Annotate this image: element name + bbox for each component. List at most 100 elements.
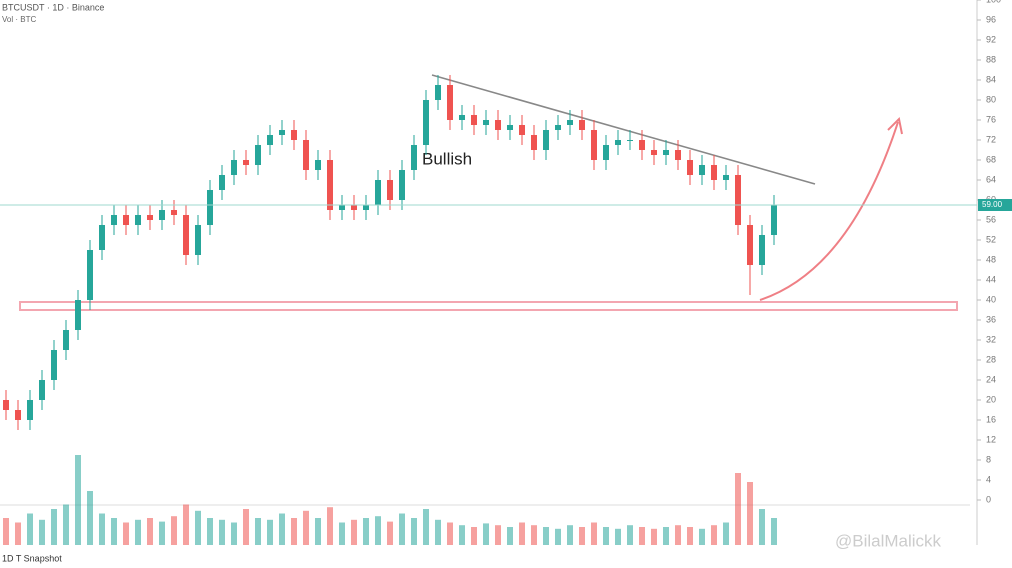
candle-body [531, 135, 537, 150]
y-tick-label: 72 [986, 134, 996, 144]
y-tick-label: 40 [986, 294, 996, 304]
volume-bar [723, 522, 729, 545]
volume-bar [447, 522, 453, 545]
volume-bar [219, 519, 225, 545]
volume-bar [51, 509, 57, 545]
y-tick-label: 92 [986, 34, 996, 44]
y-tick-label: 24 [986, 374, 996, 384]
candle-body [711, 165, 717, 180]
candle-body [579, 120, 585, 130]
y-tick-label: 56 [986, 214, 996, 224]
volume-bar [579, 527, 585, 545]
candle-body [615, 140, 621, 145]
volume-bar [387, 521, 393, 545]
candle-body [339, 205, 345, 210]
volume-bar [291, 518, 297, 545]
arrow-curve [759, 121, 899, 301]
volume-bar [363, 518, 369, 545]
volume-bar [3, 518, 9, 545]
price-tag [978, 199, 1012, 211]
candle-body [207, 190, 213, 225]
volume-bar [423, 509, 429, 545]
volume-bar [471, 527, 477, 545]
candle-body [39, 380, 45, 400]
arrow-head [887, 116, 903, 135]
candle-body [171, 210, 177, 215]
candle-body [771, 205, 777, 235]
volume-bar [591, 522, 597, 545]
candle-body [663, 150, 669, 155]
annotation: Bullish [422, 149, 472, 168]
volume-bar [99, 513, 105, 545]
candle-body [315, 160, 321, 170]
candle-body [195, 225, 201, 255]
candle-body [507, 125, 513, 130]
candle-body [135, 215, 141, 225]
volume-bar [399, 513, 405, 545]
candle-body [123, 215, 129, 225]
candle-body [51, 350, 57, 380]
volume-bar [567, 525, 573, 545]
volume-bar [159, 521, 165, 545]
candle-body [495, 120, 501, 130]
footer: 1D T Snapshot [2, 553, 62, 563]
volume-bar [111, 518, 117, 545]
candle-body [3, 400, 9, 410]
volume-bar [495, 525, 501, 545]
candle-body [363, 205, 369, 210]
y-tick-label: 100 [986, 0, 1001, 4]
candle-body [63, 330, 69, 350]
candle-body [483, 120, 489, 125]
volume-bar [687, 527, 693, 545]
candle-body [411, 145, 417, 170]
candle-body [675, 150, 681, 160]
candle-body [267, 135, 273, 145]
candle-body [183, 215, 189, 255]
y-tick-label: 0 [986, 494, 991, 504]
volume-bar [375, 516, 381, 545]
volume-bar [243, 509, 249, 545]
volume-bar [135, 519, 141, 545]
candle-body [603, 145, 609, 160]
candle-body [567, 120, 573, 125]
y-tick-label: 16 [986, 414, 996, 424]
candle-body [231, 160, 237, 175]
volume-bar [531, 525, 537, 545]
y-tick-label: 64 [986, 174, 996, 184]
volume-bar [603, 527, 609, 545]
y-tick-label: 88 [986, 54, 996, 64]
volume-bar [435, 519, 441, 545]
y-tick-label: 28 [986, 354, 996, 364]
y-tick-label: 52 [986, 234, 996, 244]
candle-body [459, 115, 465, 120]
y-tick-label: 36 [986, 314, 996, 324]
volume-bar [87, 491, 93, 545]
volume-bar [171, 516, 177, 545]
candle-body [399, 170, 405, 200]
candle-body [375, 180, 381, 205]
candle-body [351, 205, 357, 210]
y-tick-label: 48 [986, 254, 996, 264]
candle-body [627, 140, 633, 141]
candle-body [303, 140, 309, 170]
volume-bar [651, 528, 657, 545]
candle-body [747, 225, 753, 265]
volume-bar [267, 519, 273, 545]
y-tick-label: 4 [986, 474, 991, 484]
y-tick-label: 8 [986, 454, 991, 464]
volume-bar [195, 510, 201, 545]
volume-bar [627, 525, 633, 545]
candle-body [735, 175, 741, 225]
volume-bar [615, 528, 621, 545]
candle-body [147, 215, 153, 220]
candle-body [591, 130, 597, 160]
candle-body [87, 250, 93, 300]
y-tick-label: 32 [986, 334, 996, 344]
volume-bar [75, 455, 81, 545]
volume-bar [27, 513, 33, 545]
volume-bar [411, 518, 417, 545]
volume-bar [63, 504, 69, 545]
candle-body [543, 130, 549, 150]
